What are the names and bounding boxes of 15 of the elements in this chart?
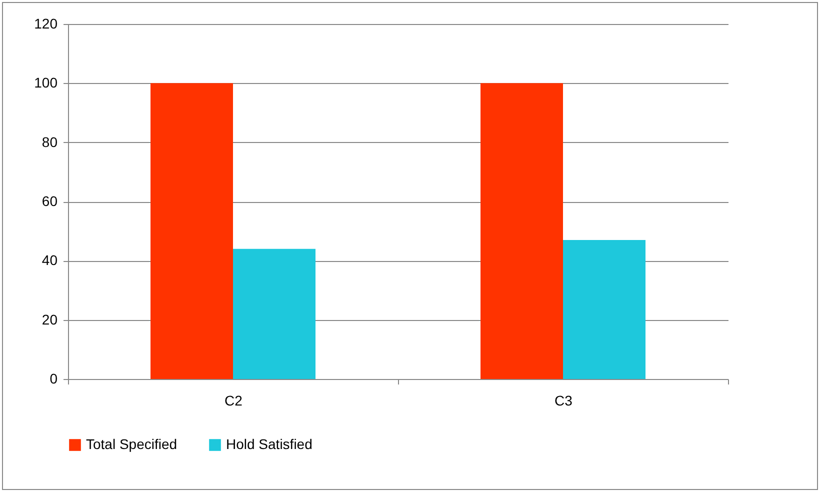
y-tick-label: 100 [34,74,58,91]
y-tick-label: 20 [42,311,58,328]
y-tick-label: 60 [42,193,58,209]
bar [563,240,646,379]
x-tick-label: C2 [224,392,243,408]
legend-label: Hold Satisfied [226,436,312,452]
x-tick-label: C3 [554,392,573,408]
bar [150,83,233,379]
y-tick-label: 40 [42,252,58,268]
bar [233,248,316,379]
legend-label: Total Specified [86,436,178,452]
y-tick-label: 0 [50,370,58,386]
bar [480,83,563,379]
y-tick-label: 120 [34,16,58,32]
y-tick-label: 80 [42,134,58,150]
